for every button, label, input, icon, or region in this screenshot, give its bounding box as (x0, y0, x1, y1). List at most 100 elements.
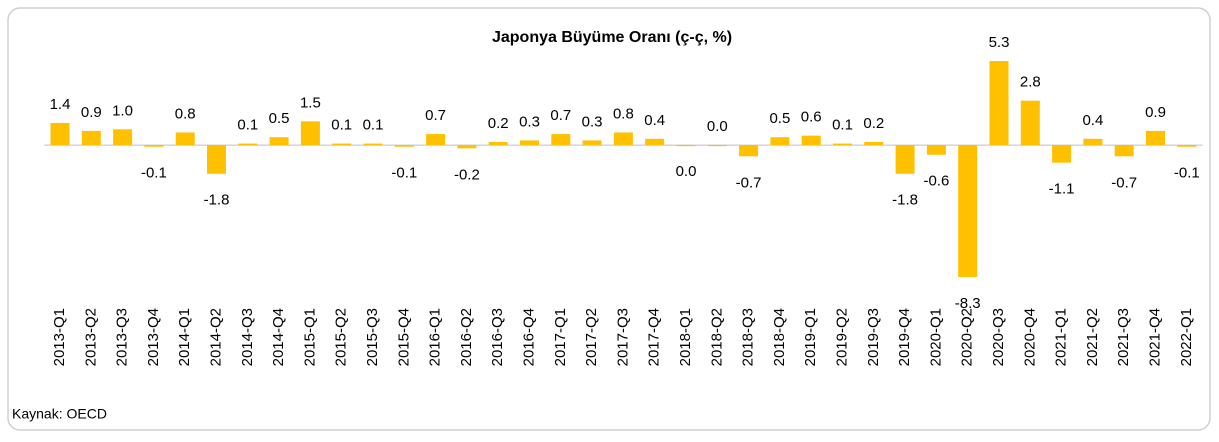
data-label: -0.1 (391, 165, 417, 182)
x-tick-label: 2018-Q2 (708, 308, 725, 366)
x-tick-label: 2017-Q4 (646, 308, 663, 366)
x-tick-label: 2019-Q1 (802, 308, 819, 366)
bar (269, 137, 289, 146)
data-label: 0.9 (1145, 104, 1166, 121)
data-label: 0.4 (1082, 112, 1103, 129)
data-label: 0.1 (237, 117, 258, 134)
data-label: 0.7 (425, 107, 446, 124)
bar (1114, 145, 1134, 157)
data-label: -1.8 (204, 192, 230, 209)
x-tick-label: 2017-Q1 (552, 308, 569, 366)
data-label: 0.1 (832, 117, 853, 134)
data-label: 0.9 (81, 104, 102, 121)
x-tick-label: 2013-Q3 (114, 308, 131, 366)
x-tick-label: 2014-Q3 (239, 308, 256, 366)
data-label: 0.1 (331, 117, 352, 134)
data-label: -8.3 (955, 295, 981, 312)
x-tick-label: 2020-Q1 (927, 308, 944, 366)
x-tick-label: 2017-Q2 (583, 308, 600, 366)
data-label: 0.4 (644, 112, 665, 129)
bar (426, 134, 446, 146)
bar (363, 143, 383, 146)
x-tick-label: 2021-Q3 (1115, 308, 1132, 366)
data-label: 0.7 (550, 107, 571, 124)
bar (1177, 145, 1197, 147)
x-tick-label: 2018-Q1 (677, 308, 694, 366)
bar (613, 132, 633, 146)
data-label: 0.3 (519, 113, 540, 130)
bar (520, 140, 539, 146)
bar (394, 145, 414, 147)
x-tick-label: 2016-Q2 (458, 308, 475, 366)
source-note: Kaynak: OECD (12, 406, 107, 422)
data-label: -0.7 (1111, 174, 1137, 191)
bar (739, 145, 759, 157)
data-label: 0.5 (769, 110, 790, 127)
bar (989, 61, 1009, 146)
x-tick-label: 2016-Q4 (520, 308, 537, 366)
data-label: 0.3 (582, 113, 603, 130)
x-tick-label: 2015-Q3 (364, 308, 381, 366)
x-tick-label: 2021-Q4 (1146, 308, 1163, 366)
data-label: 1.0 (112, 102, 133, 119)
data-label: -1.8 (892, 192, 918, 209)
data-label: 0.5 (269, 110, 290, 127)
data-label: -0.6 (923, 173, 949, 190)
bar (582, 140, 602, 146)
data-label: 0.0 (676, 163, 697, 180)
bar (1052, 145, 1072, 163)
x-tick-label: 2015-Q4 (395, 308, 412, 366)
bar (144, 145, 164, 147)
bar (81, 130, 101, 146)
bar (1083, 138, 1103, 146)
x-tick-label: 2019-Q2 (833, 308, 850, 366)
bar (238, 143, 258, 146)
bar (770, 137, 790, 146)
data-label: -0.7 (736, 174, 762, 191)
x-tick-label: 2020-Q4 (1021, 308, 1038, 366)
bar (707, 145, 727, 147)
bar (551, 134, 571, 146)
x-tick-label: 2018-Q3 (740, 308, 757, 366)
bar (895, 145, 915, 174)
x-tick-label: 2013-Q1 (51, 308, 68, 366)
data-label: 1.4 (50, 96, 71, 113)
data-label: 0.8 (175, 105, 196, 122)
bar (207, 145, 226, 174)
data-label: 2.8 (1020, 74, 1041, 91)
x-tick-label: 2021-Q2 (1084, 308, 1101, 366)
x-tick-label: 2014-Q4 (270, 308, 287, 366)
bar (332, 143, 352, 146)
x-tick-label: 2016-Q1 (427, 308, 444, 366)
x-tick-label: 2014-Q1 (176, 308, 193, 366)
bar (113, 129, 133, 146)
x-tick-label: 2022-Q1 (1178, 308, 1195, 366)
bar (676, 145, 696, 147)
x-tick-label: 2013-Q2 (82, 308, 99, 366)
x-tick-label: 2019-Q4 (896, 308, 913, 366)
data-label: 0.6 (801, 109, 822, 126)
x-tick-label: 2018-Q4 (771, 308, 788, 366)
data-label: -0.2 (454, 166, 480, 183)
data-label: 1.5 (300, 94, 321, 111)
bar (864, 142, 884, 146)
bar (50, 122, 70, 146)
bar (488, 142, 508, 146)
bar (175, 132, 195, 146)
bar (645, 138, 665, 146)
x-tick-label: 2015-Q1 (301, 308, 318, 366)
x-tick-label: 2019-Q3 (865, 308, 882, 366)
x-tick-label: 2015-Q2 (333, 308, 350, 366)
bar (833, 143, 852, 146)
bar (801, 135, 821, 146)
bar (457, 145, 477, 149)
x-tick-label: 2021-Q1 (1053, 308, 1070, 366)
x-tick-label: 2016-Q3 (489, 308, 506, 366)
chart-title: Japonya Büyüme Oranı (ç-ç, %) (492, 29, 732, 46)
data-label: 0.2 (863, 115, 884, 132)
data-label: -0.1 (1174, 165, 1200, 182)
bar (926, 145, 946, 155)
bar (1146, 130, 1165, 146)
data-label: 0.1 (363, 117, 384, 134)
